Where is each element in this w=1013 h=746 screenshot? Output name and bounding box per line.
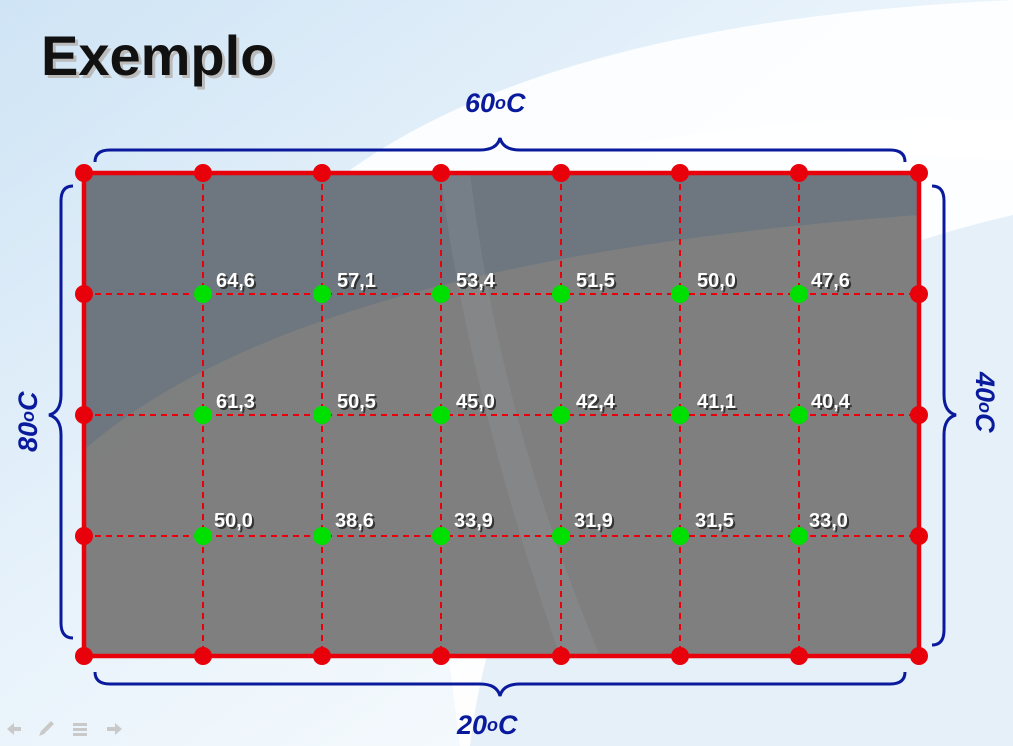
interior-node (313, 527, 331, 545)
svg-text:50,0: 50,0 (699, 272, 738, 294)
boundary-node (432, 647, 450, 665)
page-title: Exemplo Exemplo (41, 24, 277, 90)
svg-text:51,5: 51,5 (578, 272, 617, 294)
menu-icon[interactable] (73, 723, 87, 736)
slideshow-nav (7, 721, 122, 736)
node-value: 41,1 (697, 391, 736, 413)
boundary-node (75, 406, 93, 424)
interior-node (432, 285, 450, 303)
svg-text:40,4: 40,4 (813, 393, 853, 415)
boundary-node (790, 164, 808, 182)
top-temperature-label: 60oC (465, 88, 526, 118)
node-value: 51,5 (576, 270, 615, 292)
node-value: 50,0 (697, 270, 736, 292)
svg-text:47,6: 47,6 (813, 272, 852, 294)
interior-node (194, 527, 212, 545)
boundary-node (790, 647, 808, 665)
node-value: 33,9 (454, 510, 493, 532)
right-brace (931, 184, 957, 647)
boundary-node (910, 647, 928, 665)
svg-text:61,3: 61,3 (218, 393, 257, 415)
interior-node (671, 285, 689, 303)
svg-text:41,1: 41,1 (699, 393, 738, 415)
interior-nodes (194, 285, 808, 545)
boundary-node (313, 647, 331, 665)
boundary-node (313, 164, 331, 182)
interior-node (671, 527, 689, 545)
node-value: 47,6 (811, 270, 850, 292)
mesh-grid (84, 173, 919, 656)
svg-text:50,5: 50,5 (339, 393, 378, 415)
svg-text:33,9: 33,9 (456, 512, 495, 534)
boundary-node (671, 164, 689, 182)
interior-node (313, 285, 331, 303)
interior-node (313, 406, 331, 424)
node-value: 50,5 (337, 391, 376, 413)
pen-icon[interactable] (39, 721, 54, 736)
svg-text:31,9: 31,9 (576, 512, 615, 534)
node-value: 40,4 (811, 391, 851, 413)
top-brace (93, 137, 907, 163)
prev-icon[interactable] (7, 723, 21, 735)
node-values: 64,6 64,6 57,1 57,1 53,4 53,4 51,5 51,5 … (214, 270, 853, 534)
interior-node (432, 527, 450, 545)
boundary-node (671, 647, 689, 665)
node-value: 31,5 (695, 510, 734, 532)
node-value: 57,1 (337, 270, 376, 292)
interior-node (194, 285, 212, 303)
right-temperature-label: 40oC (970, 371, 1000, 433)
svg-text:Exemplo: Exemplo (44, 27, 277, 90)
svg-text:42,4: 42,4 (578, 393, 618, 415)
boundary-node (75, 164, 93, 182)
boundary-node (552, 164, 570, 182)
boundary-node (910, 285, 928, 303)
node-value: 31,9 (574, 510, 613, 532)
interior-node (552, 527, 570, 545)
svg-text:Exemplo: Exemplo (41, 24, 274, 87)
node-value: 64,6 (216, 270, 255, 292)
left-brace (48, 184, 74, 640)
boundary-node (910, 406, 928, 424)
svg-text:53,4: 53,4 (458, 272, 498, 294)
interior-node (552, 406, 570, 424)
interior-node (671, 406, 689, 424)
node-value: 33,0 (809, 510, 848, 532)
boundary-node (194, 164, 212, 182)
interior-node (432, 406, 450, 424)
boundary-node (432, 164, 450, 182)
node-value: 50,0 (214, 510, 253, 532)
node-value: 61,3 (216, 391, 255, 413)
interior-node (790, 285, 808, 303)
boundary-node (194, 647, 212, 665)
interior-node (790, 527, 808, 545)
boundary-node (910, 164, 928, 182)
svg-text:38,6: 38,6 (337, 512, 376, 534)
svg-text:64,6: 64,6 (218, 272, 257, 294)
node-value: 53,4 (456, 270, 496, 292)
left-temperature-label: 80oC (13, 391, 43, 452)
svg-text:31,5: 31,5 (697, 512, 736, 534)
node-value: 38,6 (335, 510, 374, 532)
boundary-node (910, 527, 928, 545)
next-icon[interactable] (107, 723, 122, 735)
boundary-node (75, 285, 93, 303)
interior-node (194, 406, 212, 424)
interior-node (552, 285, 570, 303)
svg-text:50,0: 50,0 (216, 512, 255, 534)
boundary-nodes (75, 164, 928, 665)
interior-node (790, 406, 808, 424)
svg-text:45,0: 45,0 (458, 393, 497, 415)
node-value: 45,0 (456, 391, 495, 413)
bottom-temperature-label: 20oC (456, 710, 518, 740)
svg-text:57,1: 57,1 (339, 272, 378, 294)
braces (48, 137, 957, 697)
boundary-node (75, 527, 93, 545)
svg-text:33,0: 33,0 (811, 512, 850, 534)
bottom-brace (93, 671, 907, 697)
boundary-node (75, 647, 93, 665)
node-value: 42,4 (576, 391, 616, 413)
boundary-node (552, 647, 570, 665)
